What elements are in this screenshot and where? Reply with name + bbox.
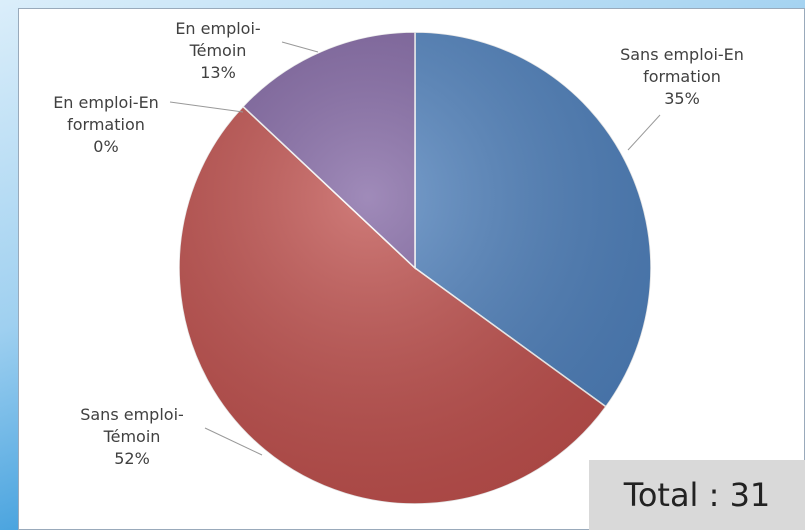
category-label: En emploi-En formation (53, 93, 159, 134)
value-label: 52% (114, 449, 150, 468)
value-label: 35% (664, 89, 700, 108)
leader-line (169, 101, 244, 113)
category-label: Sans emploi-En formation (620, 45, 744, 86)
slice-label: En emploi-Témoin 13% (163, 18, 273, 84)
leader-line (204, 427, 263, 456)
value-label: 0% (93, 137, 119, 156)
leader-line (627, 114, 661, 151)
category-label: En emploi-Témoin (175, 19, 261, 60)
total-annotation: Total : 31 (589, 460, 805, 530)
leader-line (281, 41, 319, 53)
value-label: 13% (200, 63, 236, 82)
slice-label: Sans emploi-En formation 35% (612, 44, 752, 110)
slice-label: Sans emploi-Témoin 52% (62, 404, 202, 470)
slice-label: En emploi-En formation 0% (36, 92, 176, 158)
category-label: Sans emploi-Témoin (80, 405, 184, 446)
